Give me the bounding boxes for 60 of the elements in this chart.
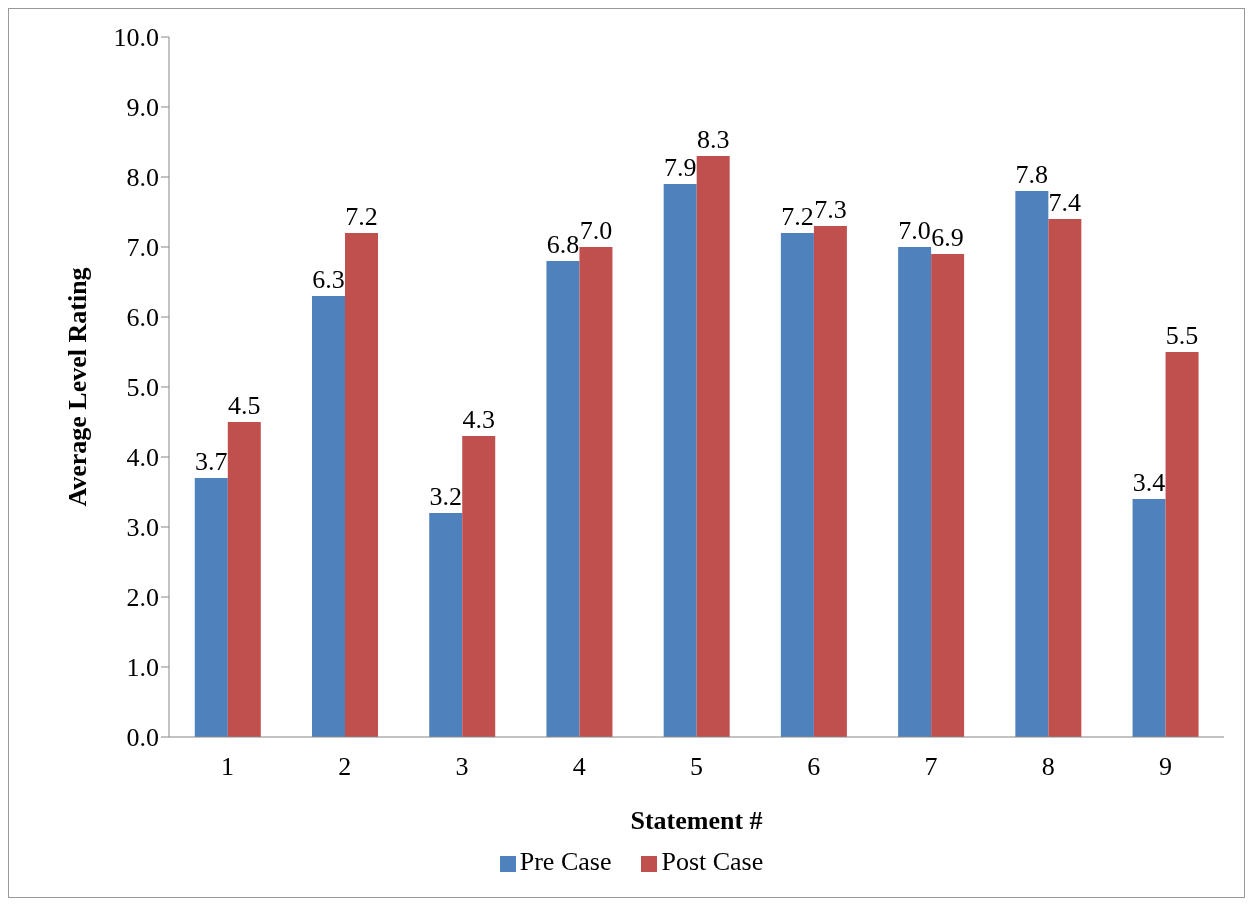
y-tick-label: 3.0 [126, 513, 159, 543]
data-label: 7.9 [663, 153, 697, 182]
bar [813, 226, 847, 737]
y-tick-label: 4.0 [126, 443, 159, 473]
x-tick-label: 6 [807, 752, 821, 782]
bar [780, 233, 814, 737]
bar [1132, 499, 1166, 737]
data-label: 3.2 [429, 482, 462, 511]
data-label: 7.2 [781, 202, 814, 231]
x-tick-label: 7 [924, 752, 938, 782]
data-label: 6.9 [931, 223, 964, 252]
data-label: 7.2 [345, 202, 378, 231]
data-label: 6.3 [312, 265, 345, 294]
x-tick-label: 2 [338, 752, 352, 782]
bar [462, 436, 496, 737]
data-label: 3.7 [195, 447, 228, 476]
bar [345, 233, 379, 737]
data-label: 5.5 [1165, 321, 1199, 350]
y-tick-label: 10.0 [113, 23, 159, 53]
bar [1165, 352, 1199, 737]
bar [696, 156, 730, 737]
x-tick-label: 3 [455, 752, 469, 782]
y-axis-title: Average Level Rating [63, 267, 93, 507]
y-tick-label: 1.0 [126, 653, 159, 683]
bar [579, 247, 613, 737]
bar [931, 254, 965, 737]
x-tick-label: 5 [690, 752, 703, 782]
x-tick-label: 8 [1041, 752, 1055, 782]
y-tick-label: 2.0 [126, 583, 159, 613]
x-tick-label: 4 [572, 752, 586, 782]
legend-label: Pre Case [519, 847, 612, 876]
y-tick-label: 6.0 [126, 303, 159, 333]
data-label: 6.8 [546, 230, 580, 259]
data-label: 3.4 [1132, 468, 1166, 497]
data-label: 8.3 [696, 125, 730, 154]
data-label: 7.3 [814, 195, 847, 224]
data-label: 7.4 [1048, 188, 1082, 217]
bar [312, 296, 346, 737]
data-label: 4.3 [462, 405, 495, 434]
bar [663, 184, 697, 737]
y-tick-label: 0.0 [126, 723, 159, 753]
data-label: 7.8 [1015, 160, 1049, 189]
y-tick-label: 7.0 [126, 233, 159, 263]
bar [546, 261, 580, 737]
bar [227, 422, 261, 737]
bar [1048, 219, 1082, 737]
bar [194, 478, 228, 737]
legend-label: Post Case [661, 847, 764, 876]
x-axis-title: Statement # [630, 806, 763, 835]
bar [429, 513, 463, 737]
bar [898, 247, 932, 737]
data-label: 7.0 [898, 216, 931, 245]
bar [1015, 191, 1049, 737]
x-tick-label: 9 [1158, 752, 1172, 782]
x-tick-label: 1 [221, 752, 235, 782]
data-label: 4.5 [228, 391, 261, 420]
y-tick-label: 5.0 [126, 373, 159, 403]
y-tick-label: 8.0 [126, 163, 159, 193]
y-tick-label: 9.0 [126, 93, 159, 123]
data-label: 7.0 [579, 216, 613, 245]
